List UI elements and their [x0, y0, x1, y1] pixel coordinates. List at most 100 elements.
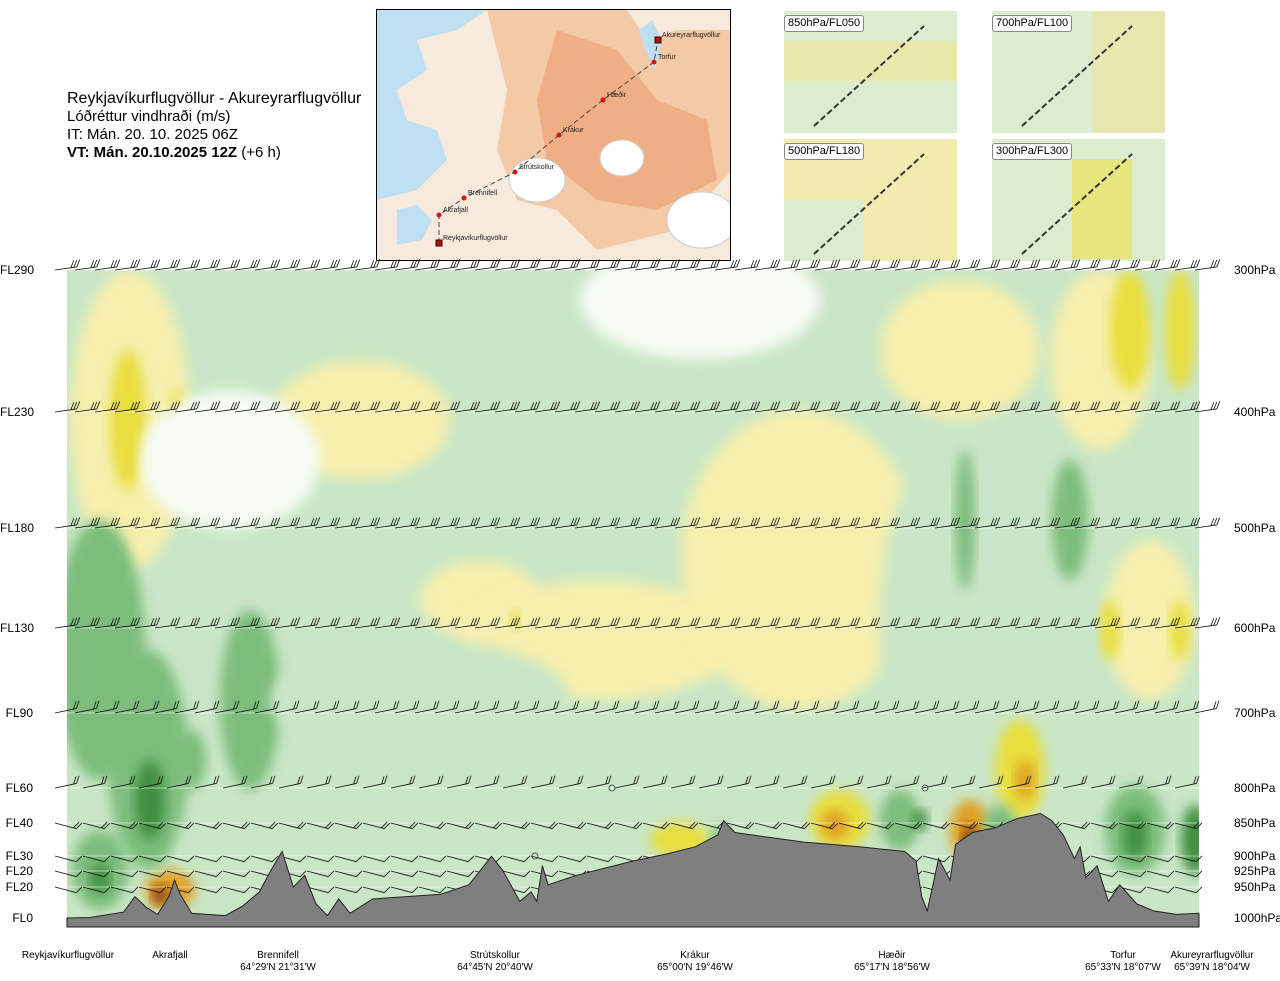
wind-barb [574, 259, 601, 271]
wind-barb [514, 517, 541, 529]
barb-feather [750, 402, 755, 410]
barb-feather [776, 617, 781, 626]
barb-feather [876, 517, 881, 526]
barb-feather [376, 617, 381, 626]
barb-feather [1190, 260, 1195, 268]
barb-shaft [494, 624, 517, 629]
thumb-500[interactable]: 500hPa/FL180 [784, 139, 957, 261]
barb-feather [696, 617, 701, 626]
barb-feather [355, 886, 363, 893]
barb-feather [523, 855, 531, 862]
barb-feather [696, 700, 700, 709]
barb-feather [1133, 517, 1138, 526]
wind-barb [502, 855, 531, 863]
barb-shaft [754, 408, 777, 413]
thumb-850[interactable]: 850hPa/FL050 [784, 11, 957, 133]
barb-shaft [734, 708, 757, 714]
field-cell [1170, 600, 1190, 660]
barb-feather [356, 259, 361, 268]
barb-feather [773, 259, 778, 268]
wind-barb [1114, 517, 1141, 529]
barb-feather [896, 259, 901, 268]
barb-feather [190, 518, 195, 526]
barb-feather [313, 517, 318, 526]
barb-feather [216, 259, 221, 268]
barb-shaft [1174, 855, 1197, 863]
thumb-300[interactable]: 300hPa/FL300 [992, 139, 1165, 261]
barb-feather [577, 821, 584, 829]
barb-shaft [54, 822, 77, 830]
barb-feather [373, 401, 378, 410]
wind-barb [714, 401, 741, 413]
barb-feather [333, 259, 338, 268]
barb-feather [1113, 617, 1118, 626]
barb-feather [173, 701, 177, 710]
wind-barb [194, 700, 220, 714]
barb-shaft [306, 855, 329, 863]
flight-level-label: FL0 [12, 911, 33, 925]
barb-shaft [1134, 708, 1157, 714]
barb-feather [76, 700, 80, 709]
barb-shaft [874, 624, 897, 629]
barb-feather [490, 402, 495, 410]
barb-feather [250, 402, 255, 410]
barb-shaft [714, 624, 737, 629]
barb-feather [736, 700, 740, 709]
barb-shaft [714, 524, 737, 529]
barb-feather [536, 700, 540, 709]
barb-feather [1111, 870, 1119, 877]
barb-feather [916, 617, 921, 626]
station-label: Akureyrarflugvöllur 65°39'N 18°04'W [1152, 950, 1272, 974]
barb-feather [691, 822, 699, 829]
barb-feather [670, 260, 675, 268]
barb-shaft [1174, 708, 1197, 714]
barb-feather [383, 822, 391, 829]
barb-shaft [634, 266, 657, 271]
waypoint-marker [461, 195, 467, 201]
barb-feather [390, 260, 395, 268]
barb-feather [656, 401, 661, 410]
barb-shaft [634, 624, 657, 629]
barb-shaft [1194, 708, 1217, 714]
barb-feather [747, 822, 755, 829]
barb-feather [775, 822, 783, 829]
barb-feather [1210, 518, 1215, 526]
barb-feather [90, 402, 95, 410]
barb-shaft [354, 708, 377, 714]
barb-shaft [1090, 822, 1113, 830]
barb-feather [753, 617, 758, 626]
barb-feather [756, 700, 760, 709]
barb-feather [370, 518, 375, 526]
barb-feather [1110, 260, 1115, 268]
barb-feather [856, 517, 861, 526]
barb-feather [796, 401, 801, 410]
wind-barb [1134, 700, 1160, 714]
barb-feather [1110, 402, 1115, 410]
barb-feather [430, 260, 435, 268]
barb-feather [1130, 260, 1135, 268]
wind-barb [794, 401, 821, 413]
wind-barb [278, 775, 304, 789]
barb-shaft [734, 624, 757, 629]
wind-barb [394, 517, 421, 529]
barb-feather [215, 886, 223, 893]
barb-shaft [934, 266, 957, 271]
barb-shaft [642, 783, 665, 789]
barb-feather [290, 518, 295, 526]
barb-feather [253, 701, 257, 710]
barb-feather [96, 401, 101, 410]
wind-barb [1154, 700, 1180, 714]
thumb-700[interactable]: 700hPa/FL100 [992, 11, 1165, 133]
wind-barb [94, 700, 120, 714]
barb-shaft [394, 524, 417, 529]
barb-feather [1170, 518, 1175, 526]
barb-feather [456, 259, 461, 268]
barb-feather [748, 775, 752, 784]
barb-feather [773, 617, 778, 626]
field-cell [880, 470, 980, 770]
barb-feather [521, 776, 525, 785]
barb-feather [993, 617, 998, 626]
barb-feather [355, 870, 363, 877]
barb-shaft [1094, 624, 1117, 629]
wind-barb [814, 700, 840, 714]
